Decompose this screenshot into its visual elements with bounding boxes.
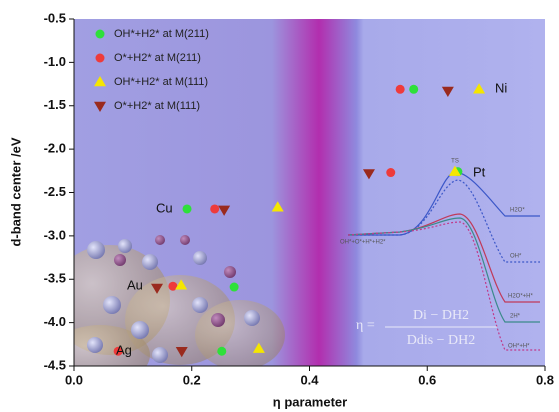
inset-label: H2O*	[510, 208, 525, 214]
x-tick-label: 0.2	[183, 372, 201, 387]
y-tick-label: -2.0	[44, 141, 66, 156]
legend-label: O*+H2* at M(211)	[114, 52, 201, 64]
metal-label: Ag	[116, 342, 132, 357]
point	[448, 165, 461, 176]
point	[441, 86, 454, 98]
metal-label: Ni	[495, 80, 507, 95]
point	[113, 346, 123, 356]
metal-label: Pt	[473, 164, 486, 179]
inset-label: OH*	[510, 254, 522, 260]
point	[271, 201, 284, 212]
formula-denominator: Ddis − DH2	[407, 333, 476, 348]
x-tick-label: 0.0	[65, 372, 83, 387]
energy-inset	[347, 171, 540, 351]
x-axis-label: η parameter	[273, 394, 347, 409]
surface-illustration	[74, 235, 285, 366]
point	[168, 281, 178, 291]
point	[182, 204, 192, 214]
legend-marker	[95, 53, 105, 63]
point	[252, 342, 265, 353]
point	[151, 283, 164, 294]
point	[395, 84, 405, 94]
legend-marker	[94, 101, 106, 112]
y-axis-label: d-band center /eV	[8, 137, 23, 246]
legend-marker	[95, 29, 105, 39]
point	[210, 204, 220, 214]
inset-label: H2O*+H*	[508, 294, 534, 300]
point	[175, 347, 188, 358]
y-tick-label: -3.5	[44, 271, 66, 286]
inset-label: TS	[451, 159, 459, 165]
x-tick-label: 0.6	[418, 372, 436, 387]
legend-label: OH*+H2* at M(111)	[114, 76, 208, 88]
legend-marker	[94, 76, 106, 87]
x-tick-label: 0.4	[300, 372, 319, 387]
y-tick-label: -1.5	[44, 97, 66, 112]
formula-numerator: Di − DH2	[413, 308, 469, 323]
point	[473, 83, 486, 94]
x-tick-label: 0.8	[536, 372, 554, 387]
point	[362, 169, 375, 180]
y-tick-label: -2.5	[44, 184, 66, 199]
metal-label: Au	[127, 277, 143, 292]
point	[175, 279, 188, 290]
legend-label: OH*+H2* at M(211)	[114, 28, 209, 40]
inset-label: 2H*	[510, 314, 521, 320]
y-tick-label: -3.0	[44, 227, 66, 242]
point	[386, 168, 396, 178]
point	[218, 205, 231, 216]
point	[217, 346, 227, 356]
y-tick-label: -4.5	[44, 357, 66, 372]
formula: η = Di − DH2 Ddis − DH2	[356, 308, 497, 348]
y-tick-label: -0.5	[44, 10, 66, 25]
inset-label: OH*+H*	[508, 344, 530, 350]
y-tick-label: -4.0	[44, 314, 66, 329]
point	[229, 282, 239, 292]
metal-label: Cu	[156, 200, 173, 215]
legend-label: O*+H2* at M(111)	[114, 100, 200, 112]
formula-lhs: η =	[356, 318, 375, 333]
inset-label: OH*+O*+H*+H2*	[340, 240, 386, 246]
point	[409, 84, 419, 94]
y-tick-label: -1.0	[44, 54, 66, 69]
